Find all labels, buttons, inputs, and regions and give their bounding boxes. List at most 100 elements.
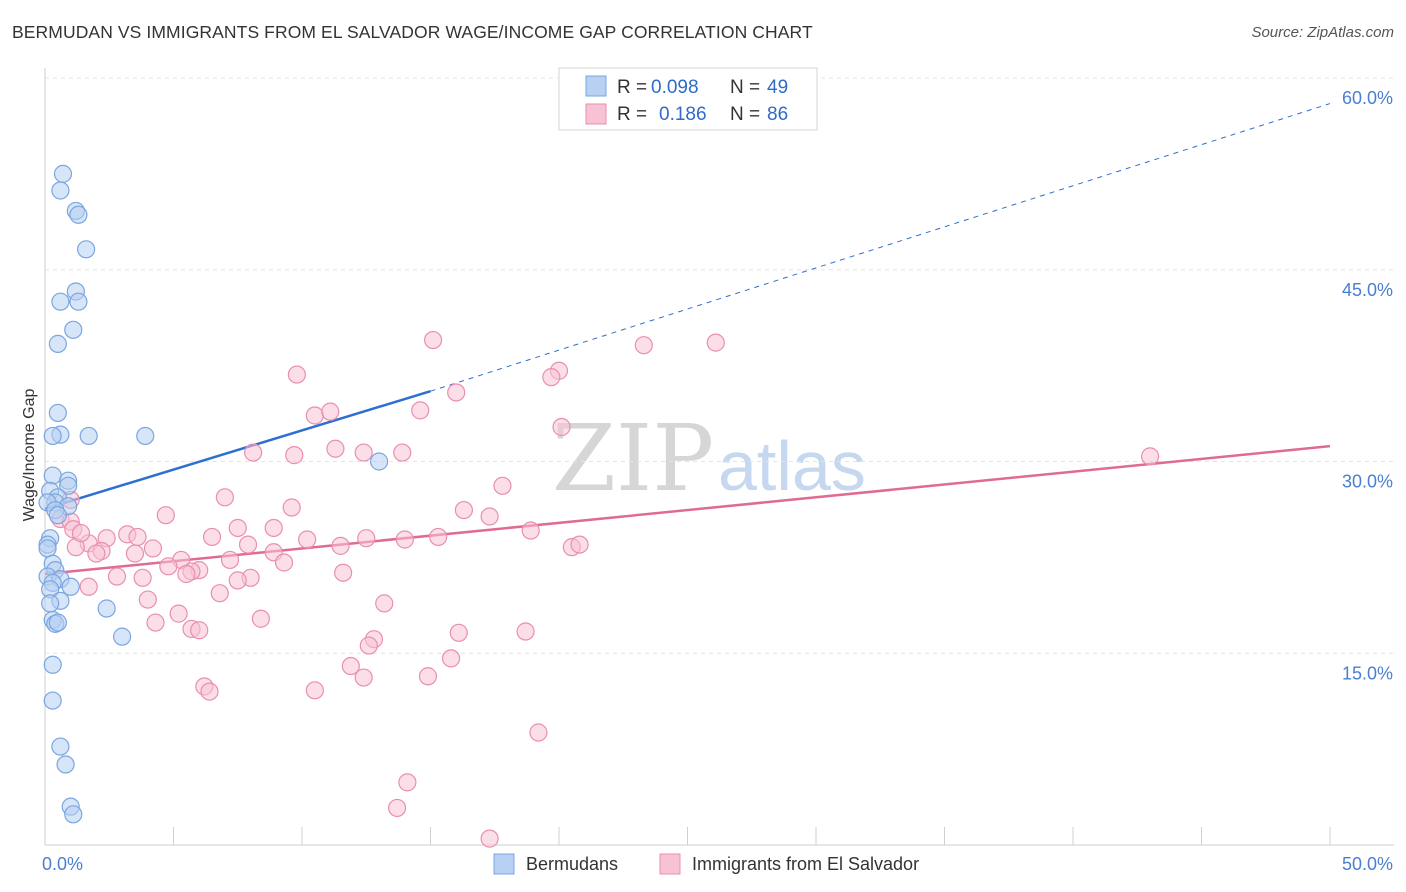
point-el-salvador <box>244 443 263 462</box>
point-el-salvador <box>359 636 378 655</box>
point-el-salvador <box>305 406 324 425</box>
point-el-salvador <box>287 365 306 384</box>
point-bermudans <box>69 205 88 224</box>
point-el-salvador <box>423 330 443 350</box>
point-el-salvador <box>228 518 247 538</box>
point-bermudans <box>43 426 62 446</box>
legend-n-label: N = <box>730 77 760 98</box>
point-el-salvador <box>274 553 294 572</box>
point-bermudans <box>370 452 389 471</box>
point-bermudans <box>97 599 116 618</box>
point-el-salvador <box>210 584 229 603</box>
point-el-salvador <box>1140 447 1160 466</box>
source-credit: Source: ZipAtlas.com <box>1251 24 1394 41</box>
trend-line-bermudans <box>44 389 431 510</box>
y-axis-title: Wage/Income Gap <box>21 389 38 522</box>
y-tick-labels: 15.0% 30.0% 45.0% 60.0% <box>1342 88 1393 683</box>
point-el-salvador <box>449 623 468 642</box>
point-bermudans <box>77 240 96 259</box>
point-el-salvador <box>238 535 258 554</box>
y-tick-label: 60.0% <box>1342 88 1393 108</box>
legend-n-value: 49 <box>767 77 788 98</box>
grid-lines <box>45 77 1394 654</box>
point-el-salvador <box>418 667 438 686</box>
legend-swatch-bermudans <box>585 75 607 97</box>
point-el-salvador <box>398 773 417 792</box>
point-el-salvador <box>251 609 270 628</box>
point-el-salvador <box>516 622 535 641</box>
point-el-salvador <box>706 333 725 352</box>
series-label-el-salvador: Immigrants from El Salvador <box>692 854 919 874</box>
watermark: ZIP atlas <box>552 405 866 512</box>
point-bermudans <box>51 737 70 756</box>
legend-r-label: R = <box>617 77 647 98</box>
point-bermudans <box>61 577 80 596</box>
y-tick-label: 45.0% <box>1342 280 1393 300</box>
point-el-salvador <box>146 613 165 632</box>
point-bermudans <box>136 426 155 446</box>
trend-line-bermudans-extension <box>430 103 1331 392</box>
point-el-salvador <box>552 417 571 437</box>
point-el-salvador <box>305 681 324 700</box>
point-el-salvador <box>177 564 196 584</box>
legend-n-label: N = <box>730 104 760 125</box>
point-el-salvador <box>79 577 98 596</box>
point-bermudans <box>48 506 67 525</box>
point-el-salvador <box>159 557 178 576</box>
point-bermudans <box>38 539 57 558</box>
x-tick-label: 0.0% <box>42 854 83 874</box>
point-el-salvador <box>220 550 240 570</box>
point-bermudans <box>41 594 60 613</box>
data-points <box>38 164 1160 848</box>
point-el-salvador <box>395 530 414 549</box>
point-bermudans <box>43 691 62 710</box>
chart-title: BERMUDAN VS IMMIGRANTS FROM EL SALVADOR … <box>12 22 813 42</box>
point-el-salvador <box>411 401 430 420</box>
point-bermudans <box>43 466 62 485</box>
legend-r-label: R = <box>617 104 647 125</box>
point-bermudans <box>48 613 67 632</box>
point-bermudans <box>59 476 78 495</box>
point-bermudans <box>64 805 83 824</box>
point-el-salvador <box>200 682 219 701</box>
point-bermudans <box>64 320 83 339</box>
x-tick-labels: 0.0% 50.0% <box>42 854 1393 874</box>
point-el-salvador <box>493 476 512 495</box>
point-el-salvador <box>447 383 466 402</box>
axes <box>44 68 1394 846</box>
series-legend: Bermudans Immigrants from El Salvador <box>493 853 919 875</box>
legend-r-value: 0.186 <box>659 104 707 125</box>
point-el-salvador <box>87 544 106 563</box>
point-el-salvador <box>125 544 145 563</box>
point-el-salvador <box>264 518 283 538</box>
point-el-salvador <box>429 527 448 547</box>
point-el-salvador <box>190 621 209 640</box>
point-bermudans <box>51 181 70 200</box>
point-el-salvador <box>321 402 340 421</box>
point-bermudans <box>51 292 70 311</box>
series-swatch-el-salvador <box>659 853 681 875</box>
point-el-salvador <box>570 535 589 554</box>
watermark-atlas: atlas <box>718 427 866 505</box>
legend-n-value: 86 <box>767 104 788 125</box>
point-bermudans <box>48 334 67 353</box>
y-tick-label: 15.0% <box>1342 663 1393 683</box>
trend-line-el-salvador <box>44 444 1331 576</box>
point-el-salvador <box>215 488 234 507</box>
point-el-salvador <box>441 649 461 668</box>
point-el-salvador <box>454 500 474 520</box>
point-el-salvador <box>202 527 222 547</box>
point-el-salvador <box>529 723 548 742</box>
point-el-salvador <box>169 604 188 623</box>
legend-swatch-el-salvador <box>585 103 607 125</box>
point-el-salvador <box>228 571 247 590</box>
point-el-salvador <box>387 798 407 818</box>
point-el-salvador <box>138 590 157 609</box>
point-el-salvador <box>71 523 91 543</box>
legend: R = 0.098 N = 49 R = 0.186 N = 86 <box>558 67 818 131</box>
point-bermudans <box>79 426 98 446</box>
point-el-salvador <box>298 530 317 549</box>
point-el-salvador <box>133 568 152 587</box>
point-el-salvador <box>521 521 540 540</box>
series-label-bermudans: Bermudans <box>526 854 618 874</box>
